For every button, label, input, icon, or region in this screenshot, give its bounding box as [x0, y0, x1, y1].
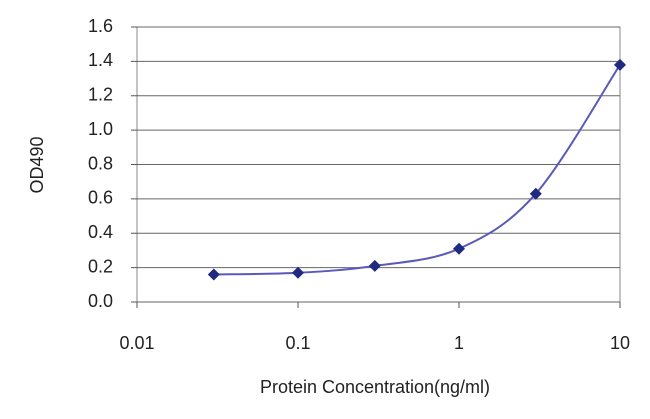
x-tick-label: 1: [454, 333, 464, 353]
y-tick-label: 0.2: [88, 256, 113, 276]
marker: [529, 187, 542, 200]
x-tick-label: 0.1: [285, 333, 310, 353]
y-tick-label: 0.4: [88, 222, 113, 242]
x-tick-label: 0.01: [119, 333, 154, 353]
marker: [368, 259, 381, 272]
marker: [614, 58, 626, 71]
y-tick-label: 1.0: [88, 119, 113, 139]
marker: [207, 268, 220, 281]
y-tick-label: 0.6: [88, 188, 113, 208]
y-tick-label: 1.4: [88, 50, 113, 70]
x-tick-label: 10: [610, 333, 630, 353]
y-tick-label: 0.8: [88, 153, 113, 173]
y-tick-label: 1.6: [88, 16, 113, 36]
y-axis-label: OD490: [27, 136, 47, 193]
x-axis-label: Protein Concentration(ng/ml): [260, 377, 490, 397]
y-tick-label: 1.2: [88, 85, 113, 105]
y-tick-label: 0.0: [88, 291, 113, 311]
marker: [453, 242, 465, 255]
marker: [292, 266, 304, 279]
